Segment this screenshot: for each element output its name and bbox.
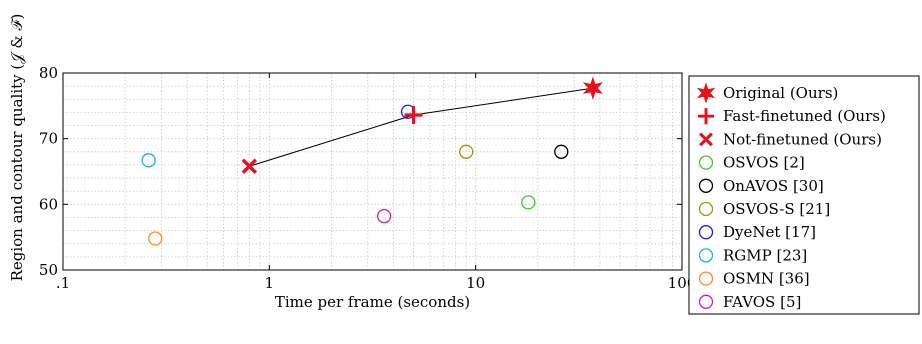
data-point bbox=[582, 76, 603, 100]
legend-item: OSMN [36] bbox=[698, 270, 810, 288]
data-point bbox=[521, 195, 536, 210]
legend-label: Fast-finetuned (Ours) bbox=[723, 107, 886, 125]
legend-label: DyeNet [17] bbox=[723, 223, 816, 241]
legend-label: FAVOS [5] bbox=[723, 293, 801, 311]
legend-item: Original (Ours) bbox=[696, 82, 838, 104]
data-point bbox=[241, 158, 258, 174]
legend-label: OSVOS [2] bbox=[723, 154, 805, 172]
legend-marker bbox=[699, 132, 713, 147]
grid bbox=[63, 73, 682, 270]
data-point bbox=[554, 144, 569, 159]
x-axis-label: Time per frame (seconds) bbox=[275, 293, 470, 311]
y-tick-label: 50 bbox=[39, 261, 58, 279]
legend-marker bbox=[698, 155, 714, 170]
legend-marker bbox=[698, 271, 714, 286]
legend-item: Not-finetuned (Ours) bbox=[699, 130, 882, 148]
legend-marker bbox=[698, 294, 714, 309]
legend: Original (Ours) Fast-finetuned (Ours) Not-… bbox=[688, 75, 920, 315]
legend-marker bbox=[698, 201, 714, 217]
legend-marker bbox=[696, 82, 716, 104]
legend-marker bbox=[698, 225, 714, 240]
data-point bbox=[459, 144, 474, 159]
legend-item: OnAVOS [30] bbox=[698, 177, 824, 195]
x-tick-label: .1 bbox=[56, 274, 70, 292]
data-point bbox=[148, 231, 163, 246]
legend-marker bbox=[698, 248, 714, 263]
legend-marker bbox=[697, 108, 715, 125]
ours-connecting-line bbox=[249, 87, 593, 167]
y-tick-label: 70 bbox=[39, 130, 58, 148]
legend-item: OSVOS [2] bbox=[698, 154, 805, 172]
legend-label: OSMN [36] bbox=[723, 270, 810, 288]
y-tick-label: 60 bbox=[39, 195, 58, 213]
legend-item: Fast-finetuned (Ours) bbox=[697, 107, 886, 125]
y-tick-label: 80 bbox=[39, 64, 58, 82]
legend-item: OSVOS-S [21] bbox=[698, 200, 830, 218]
legend-item: DyeNet [17] bbox=[698, 223, 816, 241]
x-tick-label: 10 bbox=[466, 274, 485, 292]
data-point bbox=[376, 209, 392, 224]
legend-label: Not-finetuned (Ours) bbox=[723, 130, 882, 148]
axis-ticks bbox=[62, 72, 683, 271]
legend-label: OSVOS-S [21] bbox=[723, 200, 830, 218]
legend-label: OnAVOS [30] bbox=[723, 177, 824, 195]
legend-item: FAVOS [5] bbox=[698, 293, 801, 311]
legend-label: RGMP [23] bbox=[723, 246, 807, 264]
legend-box bbox=[688, 75, 920, 315]
plot-frame bbox=[62, 72, 683, 271]
data-points bbox=[141, 76, 603, 246]
y-axis-label: Region and contour quality (𝒥 & ℱ) bbox=[8, 14, 26, 282]
legend-label: Original (Ours) bbox=[723, 84, 838, 102]
data-point bbox=[404, 106, 423, 125]
legend-item: RGMP [23] bbox=[698, 246, 807, 264]
legend-marker bbox=[698, 178, 714, 193]
data-point bbox=[141, 153, 156, 168]
x-tick-label: 1 bbox=[265, 274, 275, 292]
